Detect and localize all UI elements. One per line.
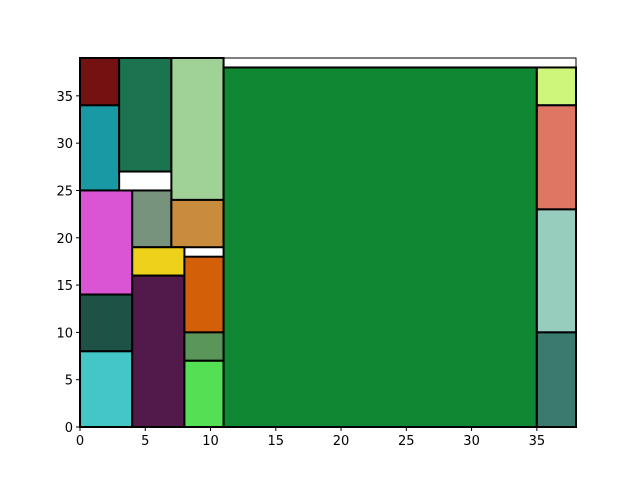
treemap-rect-7 (131, 246, 186, 277)
x-tick-label-3: 15 (268, 434, 285, 449)
y-tick-label-7: 35 (56, 90, 73, 105)
treemap-rect-8 (79, 293, 134, 353)
treemap-rect-14 (222, 66, 538, 428)
treemap-rect-15 (535, 66, 577, 107)
treemap-rect-1 (79, 104, 121, 192)
treemap-rect-3 (170, 57, 225, 201)
y-tick-label-1: 5 (65, 374, 73, 389)
y-tick-label-3: 15 (56, 279, 73, 294)
treemap-rect-13 (183, 359, 225, 428)
treemap-rect-6 (170, 198, 225, 249)
x-tick-label-1: 5 (141, 434, 149, 449)
treemap-rect-0 (79, 57, 121, 107)
plot-frame (79, 57, 577, 428)
x-tick-label-2: 10 (202, 434, 219, 449)
y-tick-label-6: 30 (56, 137, 73, 152)
treemap-rect-9 (79, 350, 134, 428)
treemap-rect-10 (131, 274, 186, 428)
treemap-rect-18 (535, 331, 577, 428)
x-axis: 0 5 10 15 20 25 30 35 (76, 427, 545, 449)
y-tick-label-5: 25 (56, 184, 73, 199)
treemap-rect-16 (535, 104, 577, 211)
x-tick-label-4: 20 (333, 434, 350, 449)
x-tick-label-5: 25 (398, 434, 415, 449)
x-tick-label-0: 0 (76, 434, 84, 449)
y-axis: 0 5 10 15 20 25 30 35 (56, 90, 80, 436)
treemap-rect-12 (183, 331, 225, 362)
treemap-rect-5 (131, 189, 173, 249)
x-tick-label-7: 35 (529, 434, 546, 449)
y-tick-label-2: 10 (56, 326, 73, 341)
x-tick-label-6: 30 (463, 434, 480, 449)
treemap-rectangles (79, 57, 577, 428)
y-tick-label-0: 0 (65, 421, 73, 436)
treemap-rect-4 (79, 189, 134, 296)
treemap-rect-11 (183, 255, 225, 334)
y-tick-label-4: 20 (56, 232, 73, 247)
treemap-rect-17 (535, 208, 577, 334)
treemap-rect-2 (118, 57, 173, 173)
